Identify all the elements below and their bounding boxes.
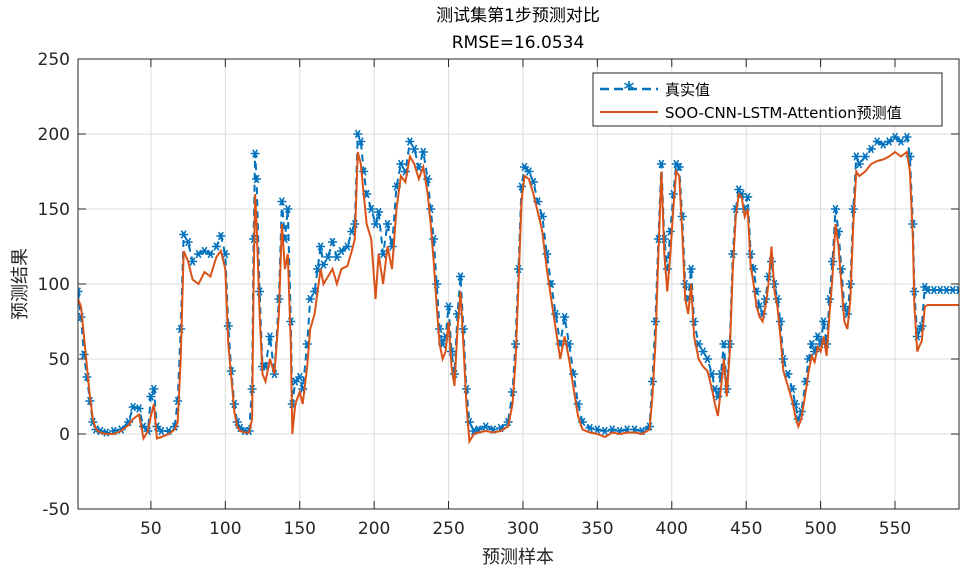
data-point-actual — [319, 260, 328, 269]
data-point-actual — [585, 423, 595, 433]
series-layer — [78, 129, 959, 445]
series-line-predicted — [78, 150, 959, 445]
data-point-actual — [854, 159, 864, 169]
data-point-actual — [444, 302, 454, 311]
data-point-actual — [703, 354, 712, 364]
data-point-actual — [600, 426, 610, 436]
data-point-actual — [332, 252, 342, 262]
x-tick-label: 500 — [804, 519, 836, 539]
data-point-actual — [374, 207, 384, 217]
data-point-actual — [860, 152, 870, 161]
y-tick-label: 0 — [59, 425, 70, 445]
data-point-actual — [418, 147, 428, 157]
y-tick-label: 200 — [38, 125, 70, 145]
data-point-actual — [698, 347, 708, 356]
y-tick-label: 100 — [38, 275, 70, 295]
data-point-actual — [134, 404, 144, 413]
data-point-actual — [743, 192, 753, 202]
x-tick-label: 400 — [656, 519, 688, 539]
data-point-actual — [283, 204, 293, 214]
data-point-actual — [831, 204, 840, 214]
x-tick-label: 250 — [432, 519, 464, 539]
data-point-actual — [890, 132, 900, 142]
data-point-actual — [183, 237, 193, 247]
data-point-actual — [481, 422, 491, 431]
data-point-actual — [205, 249, 215, 259]
y-tick-label: 50 — [48, 350, 70, 370]
data-point-actual — [323, 252, 333, 262]
data-point-actual — [211, 242, 221, 251]
data-point-actual — [520, 162, 529, 172]
data-point-actual — [813, 332, 823, 341]
data-point-actual — [342, 242, 352, 251]
data-point-actual — [252, 174, 262, 184]
data-point-actual — [656, 159, 666, 169]
data-point-actual — [686, 264, 696, 274]
x-tick-label: 550 — [879, 519, 911, 539]
y-tick-label: -50 — [42, 500, 70, 520]
data-point-actual — [819, 317, 829, 326]
data-point-actual — [524, 167, 534, 176]
data-point-actual — [146, 392, 156, 401]
data-point-actual — [356, 137, 366, 146]
data-point-actual — [896, 137, 906, 146]
data-point-actual — [405, 137, 415, 146]
data-point-actual — [866, 144, 876, 154]
data-point-actual — [149, 384, 159, 394]
legend-label-predicted: SOO-CNN-LSTM-Attention预测值 — [665, 104, 902, 122]
data-point-actual — [250, 149, 260, 158]
data-point-actual — [295, 372, 305, 382]
data-point-actual — [316, 242, 326, 251]
x-tick-label: 450 — [730, 519, 762, 539]
data-point-actual — [396, 159, 406, 169]
data-point-actual — [305, 294, 315, 304]
data-point-actual — [336, 246, 346, 256]
y-tick-label: 250 — [38, 50, 70, 70]
data-point-actual — [383, 219, 392, 229]
legend[interactable]: * 真实值 SOO-CNN-LSTM-Attention预测值 — [592, 72, 943, 127]
x-tick-label: 350 — [581, 519, 613, 539]
data-point-actual — [366, 204, 376, 214]
chart-title: 测试集第1步预测对比 — [436, 6, 600, 26]
data-point-actual — [353, 129, 363, 139]
legend-box — [592, 72, 943, 127]
data-point-actual — [188, 257, 198, 266]
data-point-actual — [128, 402, 138, 412]
x-tick-label: 50 — [140, 519, 162, 539]
x-tick-label: 150 — [284, 519, 316, 539]
data-point-actual — [592, 425, 602, 434]
y-axis-label: 预测结果 — [10, 248, 31, 320]
data-point-actual — [674, 162, 684, 172]
x-axis-label: 预测样本 — [482, 547, 554, 568]
data-point-actual — [456, 272, 465, 281]
x-tick-label: 100 — [209, 519, 241, 539]
legend-label-actual: 真实值 — [665, 81, 710, 99]
data-point-actual — [807, 339, 817, 349]
data-point-actual — [265, 332, 275, 341]
data-point-actual — [884, 137, 894, 146]
data-point-actual — [409, 144, 419, 154]
data-point-actual — [328, 237, 337, 247]
legend-marker-actual: * — [624, 77, 635, 101]
data-point-actual — [371, 219, 381, 229]
data-point-actual — [851, 152, 861, 161]
chart-subtitle: RMSE=16.0534 — [452, 33, 585, 53]
data-point-actual — [277, 197, 287, 206]
data-point-actual — [954, 285, 959, 295]
data-point-actual — [902, 132, 912, 142]
axis-ticks: 50 100 150 200 250 300 350 400 450 500 550 -50 0 50 10… — [38, 50, 959, 539]
data-point-actual — [560, 312, 570, 322]
x-tick-label: 200 — [358, 519, 390, 539]
x-tick-label: 300 — [507, 519, 539, 539]
data-point-actual — [216, 231, 226, 241]
y-tick-label: 150 — [38, 200, 70, 220]
data-point-actual — [179, 230, 189, 239]
